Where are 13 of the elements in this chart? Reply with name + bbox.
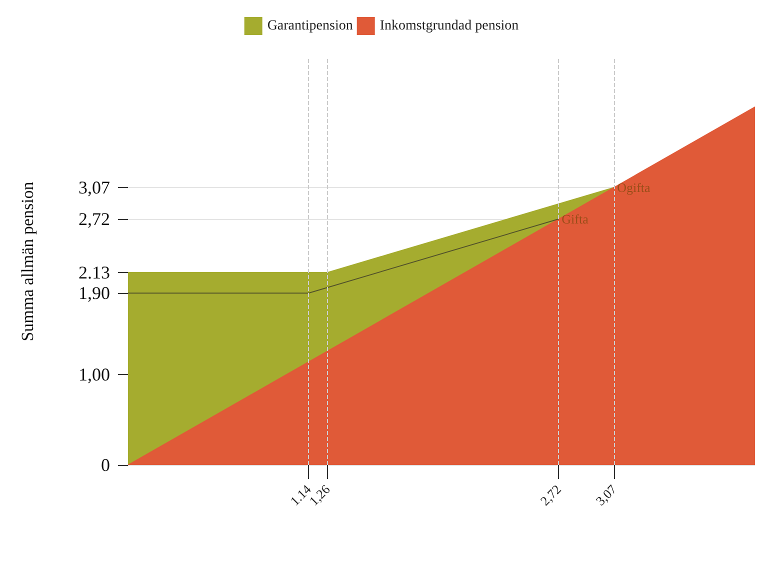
y-tick-label: 2.13 [78,262,110,282]
legend-label: Garantipension [267,18,353,34]
y-tick-label: 1,00 [78,364,110,385]
annotation: Ogifta [617,180,651,195]
x-tick-label: 3,07 [592,481,620,508]
annotation: Gifta [562,211,589,226]
y-tick-label: 3,07 [78,177,110,198]
legend-label: Inkomstgrundad pension [380,18,519,34]
y-axis-title: Summa allmän pension [18,181,37,342]
y-tick-label: 2,72 [78,208,110,229]
y-tick-label: 1,90 [78,283,110,304]
y-tick-label: 0 [101,455,110,475]
x-tick-label: 2,72 [537,482,564,508]
